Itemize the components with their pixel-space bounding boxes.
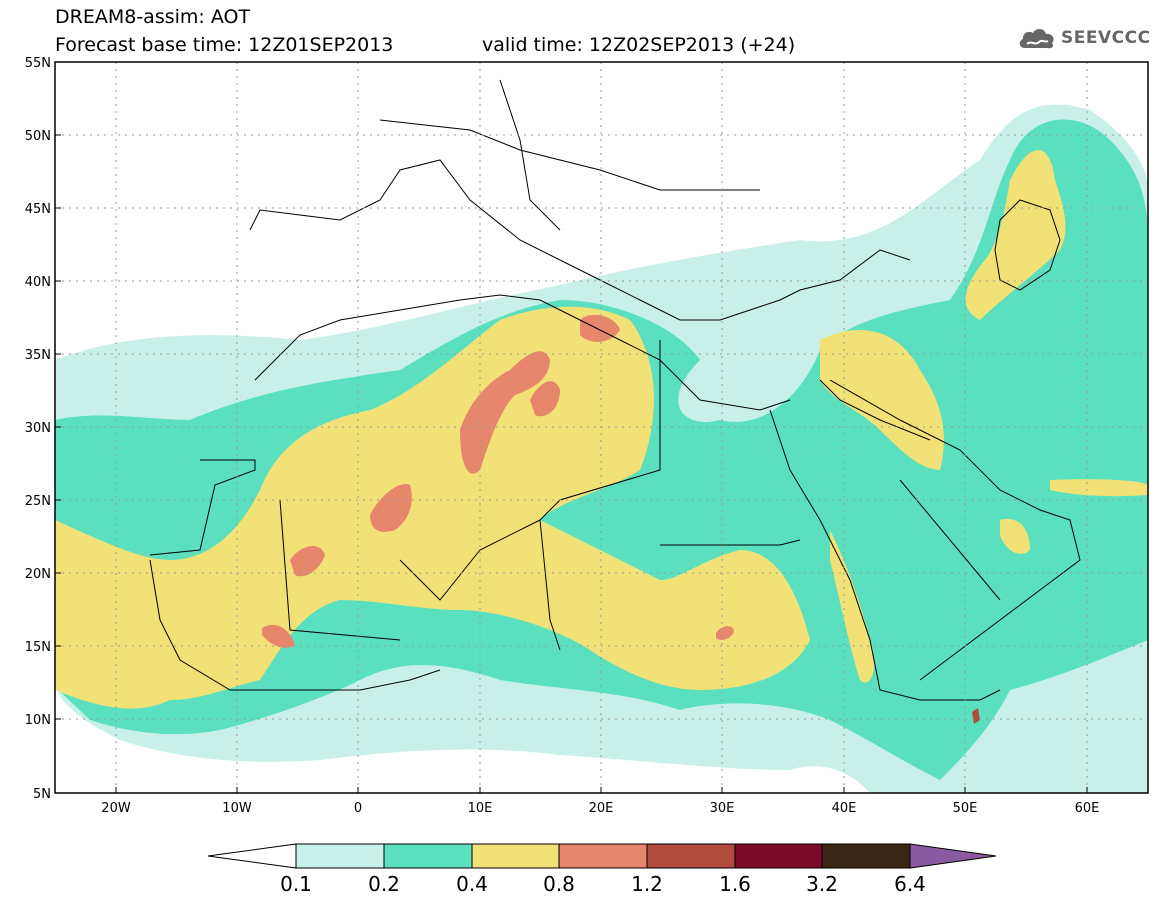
map-grid bbox=[55, 62, 1148, 793]
colorbar-high-arrow bbox=[909, 843, 997, 869]
colorbar-segment bbox=[383, 843, 473, 869]
colorbar-label: 3.2 bbox=[806, 872, 838, 896]
aot-contour-0-4 bbox=[55, 306, 810, 709]
border-chad bbox=[539, 519, 561, 651]
country-borders bbox=[149, 79, 1081, 701]
colorbar-low-arrow bbox=[207, 843, 297, 869]
border-libya bbox=[539, 340, 661, 521]
colorbar-segment bbox=[471, 843, 560, 869]
border-algeria bbox=[399, 519, 541, 601]
aot-contour-1-2-somalia bbox=[972, 708, 980, 724]
lat-label: 35N bbox=[25, 348, 51, 363]
aot-contour-0-4-caspian bbox=[965, 150, 1066, 320]
longitude-labels: 20W 10W 0 10E 20E 30E 40E 50E 60E bbox=[101, 801, 1099, 816]
colorbar-label: 6.4 bbox=[894, 872, 926, 896]
aot-contour-0-4-arabia bbox=[820, 330, 944, 470]
border-mali bbox=[279, 499, 401, 641]
coastline-north-africa bbox=[254, 294, 791, 411]
lat-label: 20N bbox=[25, 567, 51, 582]
aot-contour-0-8-east-algeria bbox=[530, 381, 560, 417]
lon-label: 10W bbox=[222, 801, 252, 816]
colorbar-label: 0.8 bbox=[543, 872, 575, 896]
lon-label: 0 bbox=[354, 801, 362, 816]
aot-contour-0-8-central bbox=[370, 484, 412, 532]
lat-label: 50N bbox=[25, 129, 51, 144]
lon-label: 30E bbox=[710, 801, 735, 816]
aot-contour-0-8-sahara-north bbox=[460, 351, 550, 474]
colorbar-label: 1.6 bbox=[719, 872, 751, 896]
coastline-redsea bbox=[769, 409, 1001, 701]
lat-label: 5N bbox=[33, 787, 51, 802]
colorbar-label: 0.1 bbox=[280, 872, 312, 896]
border-europe-2 bbox=[499, 79, 561, 231]
lon-label: 20W bbox=[101, 801, 131, 816]
valid-time: valid time: 12Z02SEP2013 (+24) bbox=[482, 34, 796, 56]
coastline-europe bbox=[249, 159, 911, 321]
forecast-base-time: Forecast base time: 12Z01SEP2013 bbox=[55, 34, 394, 56]
aot-contour-0-4-gulf bbox=[1000, 479, 1148, 555]
lon-label: 20E bbox=[589, 801, 614, 816]
lat-label: 55N bbox=[25, 56, 51, 71]
coastline-arabia bbox=[829, 379, 1081, 681]
lat-label: 30N bbox=[25, 421, 51, 436]
seevccc-logo: SEEVCCC bbox=[1017, 26, 1151, 50]
border-sahara bbox=[149, 459, 256, 556]
lat-label: 45N bbox=[25, 202, 51, 217]
lon-label: 50E bbox=[953, 801, 978, 816]
lat-label: 40N bbox=[25, 275, 51, 290]
colorbar-segment bbox=[734, 843, 823, 869]
lon-label: 60E bbox=[1075, 801, 1100, 816]
colorbar-label: 0.2 bbox=[368, 872, 400, 896]
lat-label: 15N bbox=[25, 640, 51, 655]
colorbar-label: 1.2 bbox=[631, 872, 663, 896]
aot-contour-0-4-redsea bbox=[830, 530, 875, 683]
colorbar-segment bbox=[295, 843, 385, 869]
colorbar-labels: 0.1 0.2 0.4 0.8 1.2 1.6 3.2 6.4 bbox=[280, 872, 926, 896]
coastline-africa-west bbox=[149, 559, 441, 691]
colorbar-segment bbox=[558, 843, 648, 869]
lat-label: 25N bbox=[25, 494, 51, 509]
latitude-labels: 55N 50N 45N 40N 35N 30N 25N 20N 15N 10N … bbox=[25, 56, 51, 802]
coastline-caspian bbox=[994, 199, 1061, 291]
axis-ticks bbox=[55, 61, 1088, 794]
border-europe-1 bbox=[379, 119, 760, 191]
border-iraq bbox=[819, 379, 931, 441]
colorbar-segment bbox=[646, 843, 736, 869]
colorbar-segment bbox=[821, 843, 911, 869]
logo-text: SEEVCCC bbox=[1061, 28, 1151, 48]
lon-label: 40E bbox=[832, 801, 857, 816]
cloud-icon bbox=[1019, 29, 1054, 49]
aot-contour-0-8-sudan bbox=[716, 626, 734, 640]
lat-label: 10N bbox=[25, 713, 51, 728]
map-title: DREAM8-assim: AOT bbox=[55, 6, 251, 28]
border-egypt-sudan bbox=[660, 539, 801, 546]
lon-label: 10E bbox=[468, 801, 493, 816]
colorbar-label: 0.4 bbox=[456, 872, 488, 896]
aot-contour-0-8-mali bbox=[262, 545, 325, 648]
colorbar bbox=[207, 843, 997, 869]
